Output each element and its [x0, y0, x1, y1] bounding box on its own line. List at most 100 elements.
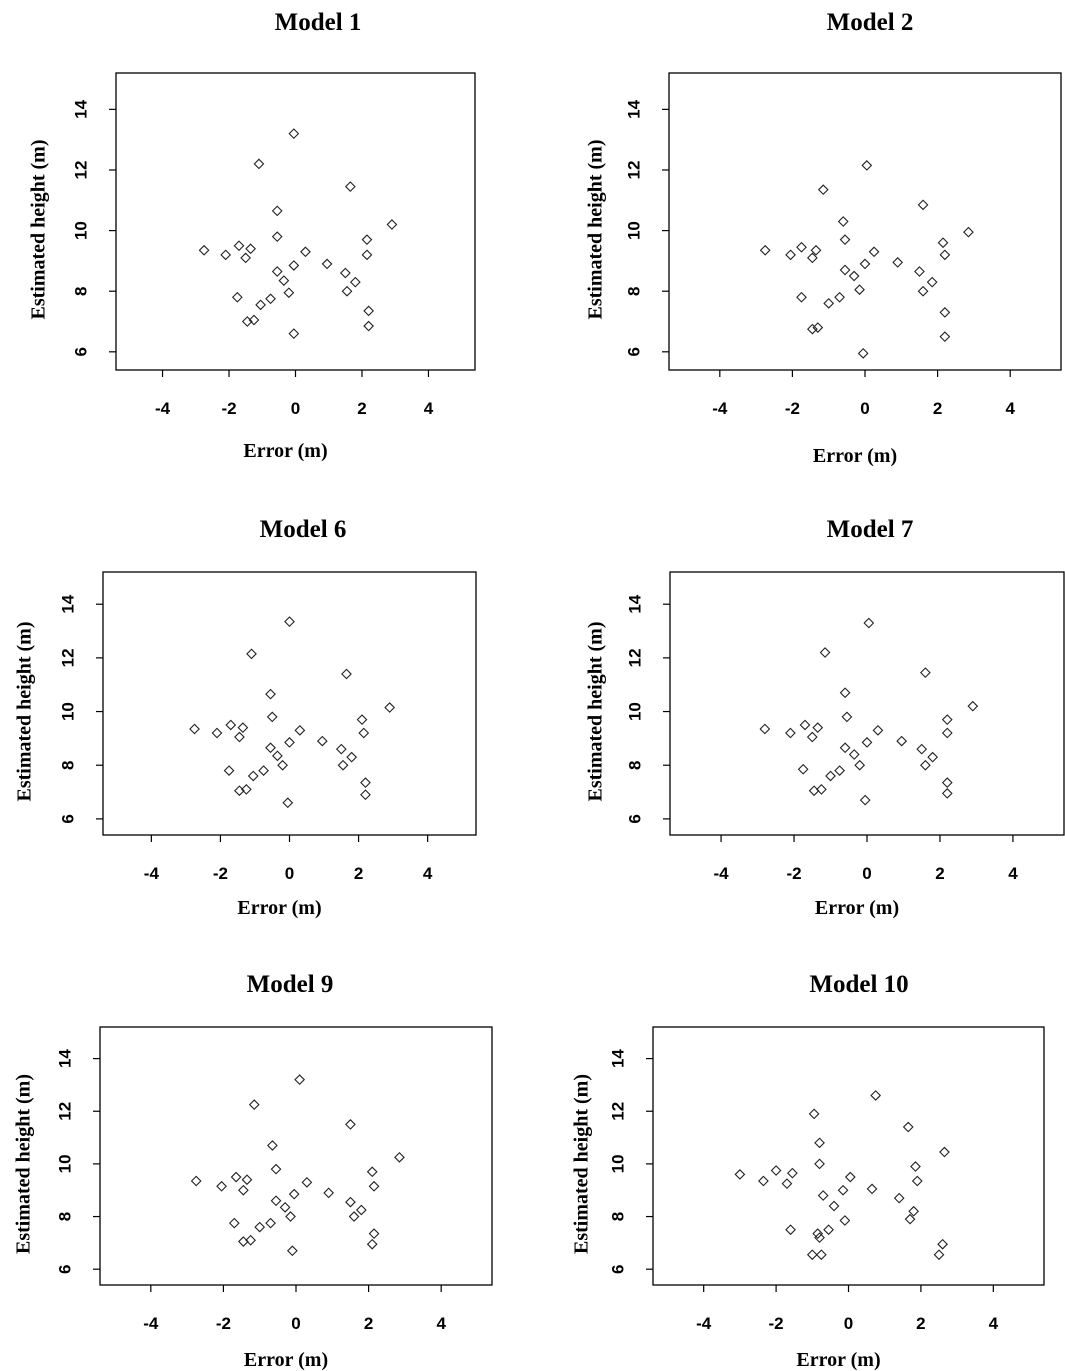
x-tick-label: -2: [769, 1314, 784, 1333]
panels-layer: Model 1 -4 -2 0 2 4 6 8 10 12 14 Error (m) Estimated…: [13, 9, 1065, 1371]
plot-frame: [115, 72, 476, 371]
data-point: [808, 1108, 820, 1120]
y-axis-label: Estimated height (m): [28, 140, 50, 320]
y-axis-label: Estimated height (m): [585, 622, 607, 802]
y-tick-label: 14: [71, 99, 90, 118]
data-point: [917, 199, 929, 211]
x-tick-label: 4: [436, 1314, 446, 1333]
data-point: [868, 246, 880, 258]
data-point: [857, 347, 869, 359]
data-point: [817, 184, 829, 196]
data-point: [758, 1175, 769, 1187]
x-tick-label: 4: [989, 1314, 999, 1333]
data-point: [341, 285, 353, 297]
data-point: [967, 700, 979, 712]
data-point: [283, 287, 295, 299]
x-tick-label: 2: [935, 864, 944, 883]
data-point: [386, 219, 398, 230]
data-point: [233, 240, 245, 252]
data-point: [223, 765, 235, 776]
y-tick-label: 14: [608, 1049, 627, 1068]
y-tick-label: 14: [55, 1049, 74, 1068]
data-point: [360, 789, 371, 801]
data-point: [866, 1183, 878, 1195]
data-point: [288, 260, 300, 271]
x-tick-label: -2: [216, 1314, 231, 1333]
data-point: [848, 749, 860, 760]
scatter-panel: Model 1 -4 -2 0 2 4 6 8 10 12 14 Error (m) Estimated…: [28, 9, 476, 462]
data-point: [861, 737, 873, 748]
y-tick-label: 10: [55, 1154, 74, 1173]
chart-title: Model 1: [275, 9, 362, 36]
data-point: [892, 257, 904, 268]
scatter-panel: Model 9 -4 -2 0 2 4 6 8 10 12 14 Error (m) Estimated…: [13, 971, 493, 1371]
y-tick-label: 6: [625, 814, 644, 823]
x-tick-label: -4: [712, 399, 728, 418]
data-point: [294, 1074, 306, 1086]
data-point: [230, 1171, 242, 1183]
data-point: [363, 320, 375, 332]
scatter-panel: Model 7 -4 -2 0 2 4 6 8 10 12 14 Error (m) Estimated…: [585, 516, 1065, 919]
data-point: [910, 1161, 921, 1172]
data-point: [806, 252, 818, 264]
data-point: [839, 1215, 851, 1226]
y-axis-label: Estimated height (m): [585, 140, 607, 320]
data-point: [368, 1180, 380, 1192]
y-tick-label: 10: [58, 702, 77, 721]
data-point: [240, 252, 252, 264]
data-point: [253, 158, 265, 170]
y-axis-label: Estimated height (m): [13, 1074, 35, 1254]
chart-title: Model 10: [809, 971, 908, 998]
data-point: [288, 128, 300, 139]
data-point: [937, 237, 949, 249]
data-point: [844, 1171, 856, 1183]
scatter-panel: Model 2 -4 -2 0 2 4 6 8 10 12 14 Error (m) Estimated…: [585, 9, 1062, 467]
y-tick-label: 8: [625, 760, 644, 769]
data-point: [366, 1166, 378, 1178]
data-point: [355, 1204, 367, 1216]
data-point: [759, 244, 771, 256]
data-point: [839, 742, 851, 754]
x-tick-label: -2: [786, 864, 801, 883]
data-point: [288, 1188, 300, 1200]
data-point: [323, 1187, 335, 1199]
data-point: [321, 258, 333, 270]
data-point: [770, 1165, 782, 1176]
data-point: [839, 687, 851, 699]
data-point: [734, 1169, 746, 1180]
data-point: [785, 1224, 796, 1236]
data-point: [190, 1175, 202, 1187]
data-point: [245, 243, 257, 255]
data-point: [231, 291, 243, 303]
data-point: [902, 1121, 914, 1133]
data-point: [245, 1234, 257, 1246]
y-tick-label: 10: [71, 221, 90, 240]
x-tick-label: 4: [424, 399, 434, 418]
data-point: [346, 751, 358, 763]
data-point: [301, 1176, 313, 1188]
data-point: [366, 1238, 378, 1250]
x-tick-label: -4: [143, 1314, 159, 1333]
y-tick-label: 12: [625, 648, 644, 667]
data-point: [211, 727, 223, 739]
data-point: [337, 759, 349, 771]
data-point: [282, 797, 294, 809]
x-tick-label: 2: [357, 399, 366, 418]
data-point: [368, 1228, 380, 1240]
x-tick-label: 0: [285, 864, 294, 883]
data-point: [288, 328, 300, 340]
data-point: [384, 702, 396, 713]
data-point: [839, 264, 851, 276]
data-point: [394, 1151, 405, 1163]
data-point: [216, 1180, 227, 1192]
y-tick-label: 12: [624, 161, 643, 180]
data-point: [248, 1099, 260, 1111]
x-tick-label: -4: [155, 399, 171, 418]
y-tick-label: 10: [608, 1154, 627, 1173]
data-point: [234, 731, 245, 743]
data-point: [797, 763, 809, 775]
data-point: [859, 258, 871, 270]
data-point: [285, 1211, 296, 1222]
data-point: [284, 616, 295, 628]
